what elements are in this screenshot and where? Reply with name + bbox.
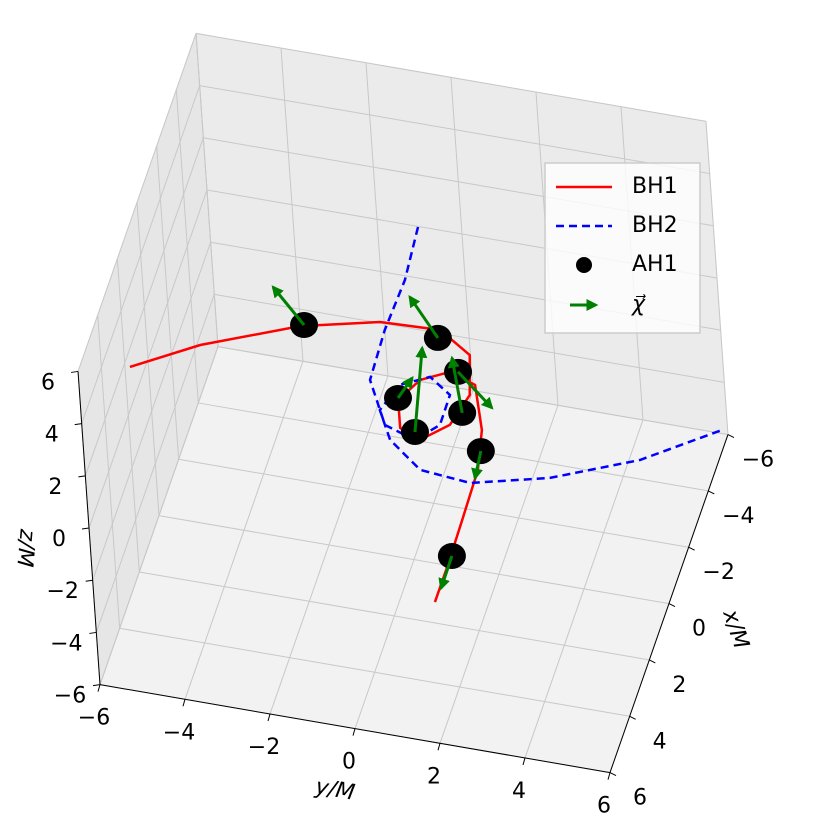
tick-mark <box>85 579 93 582</box>
tick-mark <box>522 757 526 766</box>
tick-label: −2 <box>702 560 734 585</box>
tick-label: 4 <box>512 779 526 804</box>
grid-line <box>88 189 208 529</box>
legend: BH1 BH2 AH1 χ⃗ <box>544 162 701 334</box>
trajectory <box>368 226 723 485</box>
legend-label: AH1 <box>632 252 678 277</box>
grid-line <box>214 293 725 383</box>
grid-line <box>217 346 729 436</box>
tick-label: −6 <box>78 706 110 731</box>
grid-line <box>77 33 197 372</box>
tick-mark <box>97 684 101 692</box>
spin-arrow <box>471 450 483 481</box>
tick-mark <box>92 684 101 687</box>
tick-mark <box>182 699 186 707</box>
tick-label: −6 <box>54 684 86 709</box>
tick-mark <box>352 728 356 736</box>
spin-arrow <box>447 355 464 414</box>
tick-label: −6 <box>742 448 774 473</box>
tick-label: 6 <box>597 794 611 819</box>
axis-line <box>99 684 611 774</box>
tick-mark <box>688 546 695 551</box>
axis-label: z/M <box>11 527 39 568</box>
legend-label: BH2 <box>632 213 678 238</box>
legend-marker <box>576 257 592 273</box>
tick-mark <box>668 603 676 608</box>
grid-line <box>92 242 212 581</box>
grid-line <box>195 32 707 122</box>
tick-mark <box>708 490 715 495</box>
tick-label: 4 <box>45 423 59 448</box>
axes: −6 −4 −2 0 2 4 6 −6 −4 −2 0 2 4 6 −6 −4 −2 0 2 4 6 y/M x/M z/M <box>11 370 774 818</box>
plot-area <box>129 226 723 603</box>
spin-arrow <box>456 370 494 410</box>
tick-mark <box>649 659 656 664</box>
tick-label: 2 <box>672 673 686 698</box>
legend-label: BH1 <box>632 174 678 199</box>
tick-label: −2 <box>46 579 78 604</box>
grid-line <box>439 405 559 744</box>
grid-line <box>354 390 474 729</box>
tick-mark <box>437 743 441 751</box>
tick-label: −2 <box>248 735 280 760</box>
spin-arrow <box>438 555 454 591</box>
grid-line <box>269 375 389 715</box>
legend-label: χ⃗ <box>631 292 646 317</box>
tick-label: 0 <box>692 617 706 642</box>
tick-mark <box>607 772 611 780</box>
axis-label: y/M <box>313 774 357 806</box>
tick-mark <box>70 370 79 373</box>
grid-line <box>95 294 215 633</box>
tick-mark <box>89 631 97 634</box>
spin-arrow <box>408 294 440 339</box>
tick-label: −4 <box>50 631 82 656</box>
spin-arrow <box>396 376 414 399</box>
tick-label: 0 <box>342 750 356 775</box>
axis-label: x/M <box>717 606 753 652</box>
axis-line <box>609 434 729 773</box>
spin-arrow <box>271 285 306 326</box>
tick-label: 6 <box>633 786 647 811</box>
grid-line <box>199 85 710 175</box>
tick-label: −4 <box>163 720 195 745</box>
tick-mark <box>81 527 90 530</box>
tick-label: 2 <box>427 764 441 789</box>
grid-line <box>184 361 304 700</box>
tick-label: 4 <box>653 729 667 754</box>
tick-label: −4 <box>722 504 754 529</box>
tick-mark <box>74 423 82 426</box>
axis-line <box>77 371 101 685</box>
tick-label: 2 <box>48 475 62 500</box>
spin-arrow <box>413 345 428 433</box>
tick-mark <box>629 715 636 720</box>
tick-label: 6 <box>41 370 55 395</box>
tick-mark <box>609 772 617 777</box>
grid-line <box>81 85 201 424</box>
grid-line <box>99 346 219 685</box>
tick-mark <box>727 434 735 439</box>
grid <box>77 32 729 774</box>
grid-line <box>84 137 204 477</box>
grid-line <box>524 419 644 759</box>
tick-mark <box>78 475 86 478</box>
tick-label: 0 <box>52 527 66 552</box>
tick-mark <box>267 713 271 722</box>
